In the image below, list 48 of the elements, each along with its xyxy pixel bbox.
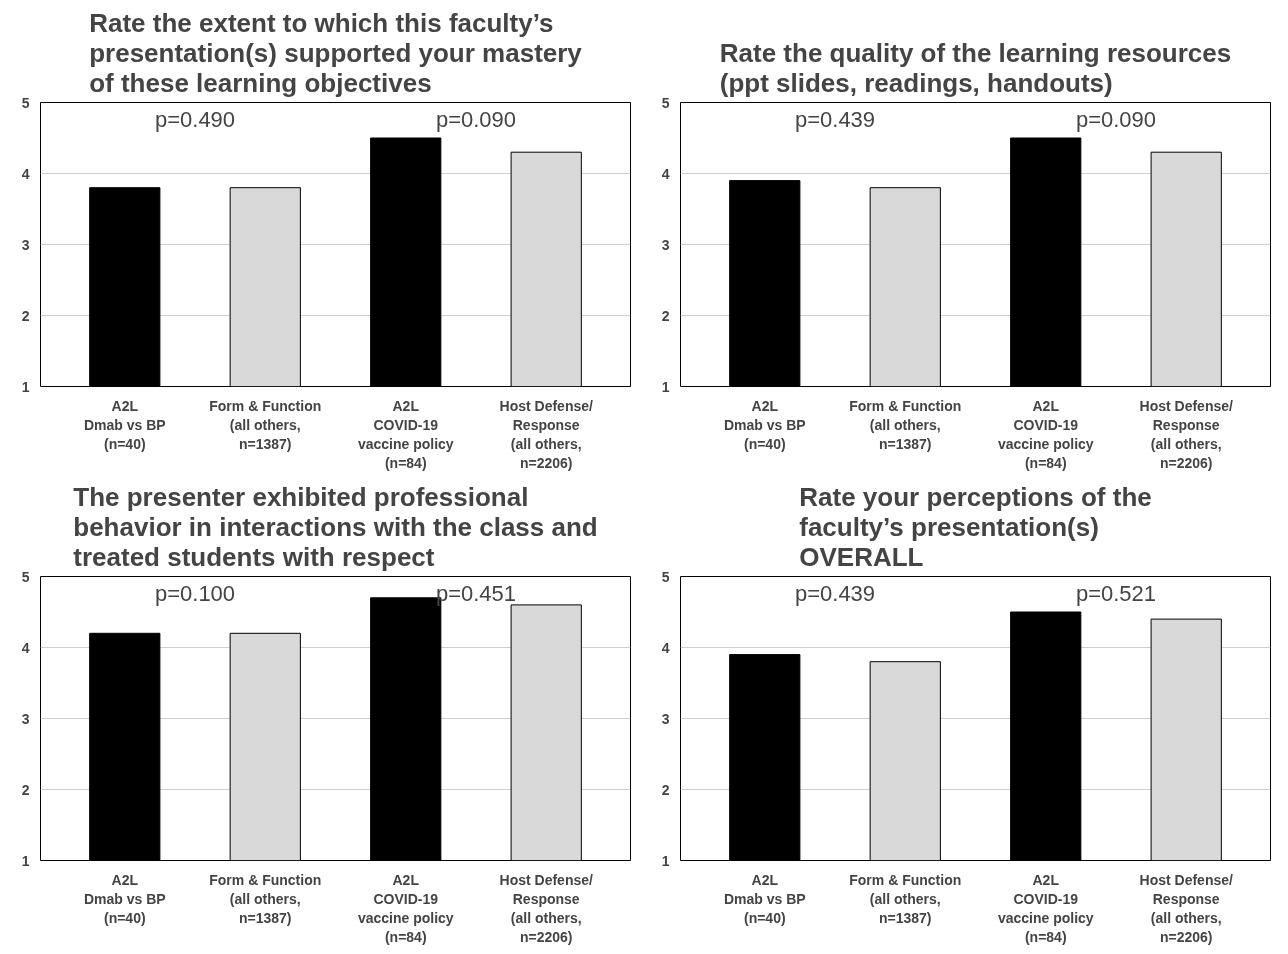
y-tick-label: 4 (21, 165, 30, 182)
x-tick-label: Host Defense/ Response (all others, n=2206) (1139, 397, 1233, 472)
x-tick-label: A2L Dmab vs BP (n=40) (723, 871, 806, 926)
x-tick-label: A2L COVID-19 vaccine policy (n=84) (997, 397, 1094, 472)
x-tick-label: A2L COVID-19 vaccine policy (n=84) (357, 871, 454, 946)
y-tick-label: 4 (21, 639, 30, 656)
y-tick-label: 2 (661, 781, 670, 798)
annotation: p=0.090 (435, 106, 517, 132)
chart-title: Rate the quality of the learning resources (ppt slides, readings, handouts) (719, 37, 1232, 98)
y-tick-label: 3 (661, 710, 670, 727)
x-tick-label: A2L Dmab vs BP (n=40) (723, 397, 806, 452)
x-tick-label: A2L Dmab vs BP (n=40) (83, 397, 166, 452)
x-tick-label: A2L COVID-19 vaccine policy (n=84) (357, 397, 454, 472)
y-tick-label: 5 (21, 94, 30, 111)
y-tick-label: 1 (661, 852, 670, 869)
x-tick-label: Host Defense/ Response (all others, n=2206) (499, 397, 593, 472)
x-tick-label: Form & Function (all others, n=1387) (849, 397, 962, 452)
y-tick-label: 4 (661, 165, 670, 182)
chart-title: Rate the extent to which this faculty’s presentation(s) supported your mastery of these learning objectives (89, 7, 583, 98)
y-tick-label: 3 (21, 236, 30, 253)
y-tick-label: 3 (661, 236, 670, 253)
y-tick-label: 5 (661, 94, 670, 111)
y-tick-label: 1 (661, 378, 670, 395)
x-tick-label: Form & Function (all others, n=1387) (849, 871, 962, 926)
y-tick-label: 2 (661, 307, 670, 324)
x-tick-label: A2L Dmab vs BP (n=40) (83, 871, 166, 926)
x-tick-label: Host Defense/ Response (all others, n=2206) (499, 871, 593, 946)
chart-title: Rate your perceptions of the faculty’s presentation(s) OVERALL (799, 481, 1152, 572)
y-tick-label: 3 (21, 710, 30, 727)
annotation: p=0.521 (1075, 580, 1157, 606)
annotation: p=0.100 (154, 580, 236, 606)
x-tick-label: Form & Function (all others, n=1387) (209, 397, 322, 452)
x-tick-label: A2L COVID-19 vaccine policy (n=84) (997, 871, 1094, 946)
y-tick-label: 4 (661, 639, 670, 656)
annotation: p=0.439 (794, 580, 876, 606)
annotation: p=0.439 (794, 106, 876, 132)
y-tick-label: 1 (21, 378, 30, 395)
y-tick-label: 5 (661, 568, 670, 585)
y-tick-label: 2 (21, 307, 30, 324)
annotation: p=0.490 (154, 106, 236, 132)
annotation: p=0.451 (435, 580, 517, 606)
y-tick-label: 1 (21, 852, 30, 869)
y-tick-label: 5 (21, 568, 30, 585)
chart-title: The presenter exhibited professional behavior in interactions with the class and treated students with respect (73, 481, 598, 572)
x-tick-label: Form & Function (all others, n=1387) (209, 871, 322, 926)
annotation: p=0.090 (1075, 106, 1157, 132)
x-tick-label: Host Defense/ Response (all others, n=2206) (1139, 871, 1233, 946)
y-tick-label: 2 (21, 781, 30, 798)
